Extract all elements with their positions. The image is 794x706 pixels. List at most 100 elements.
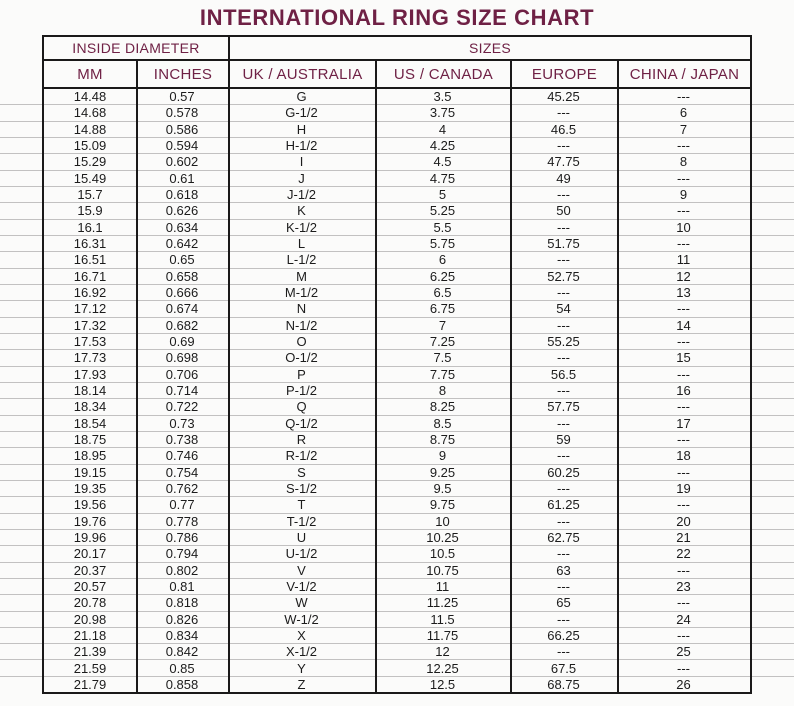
cell-china-japan: 18	[676, 448, 691, 464]
cell-china-japan: ---	[677, 301, 690, 317]
column-divider	[375, 89, 377, 692]
cell-europe: 52.75	[547, 268, 580, 284]
cell-us-canada: 5.5	[433, 219, 452, 235]
cell-china-japan: 21	[676, 530, 691, 546]
cell-europe: ---	[557, 350, 570, 366]
cell-europe: ---	[557, 611, 570, 627]
table-row: 14.68 0.578 G-1/2 3.75 --- 6	[0, 105, 794, 122]
cell-uk-australia: V	[297, 562, 306, 578]
cell-us-canada: 12.25	[426, 660, 459, 676]
cell-mm: 19.56	[73, 497, 107, 513]
table-row: 15.09 0.594 H-1/2 4.25 --- ---	[0, 138, 794, 155]
cell-europe: ---	[557, 644, 570, 660]
table-row: 20.37 0.802 V 10.75 63 ---	[0, 563, 794, 579]
cell-us-canada: 5.25	[429, 203, 456, 219]
cell-inches: 0.818	[165, 595, 199, 611]
table-row: 17.93 0.706 P 7.75 56.5 ---	[0, 367, 794, 383]
cell-china-japan: 16	[676, 383, 691, 399]
cell-china-japan: 22	[676, 546, 691, 562]
cell-inches: 0.794	[165, 546, 199, 562]
cell-mm: 18.75	[73, 432, 107, 448]
cell-inches: 0.578	[165, 105, 199, 121]
cell-us-canada: 3.5	[433, 89, 452, 105]
cell-mm: 19.15	[73, 464, 107, 480]
cell-us-canada: 7	[438, 317, 447, 333]
table-row: 17.53 0.69 O 7.25 55.25 ---	[0, 334, 794, 351]
cell-mm: 16.31	[73, 236, 107, 252]
group-header-sizes: SIZES	[469, 40, 511, 56]
table-row: 17.32 0.682 N-1/2 7 --- 14	[0, 318, 794, 334]
cell-uk-australia: U-1/2	[285, 546, 318, 562]
cell-us-canada: 8	[438, 383, 447, 399]
cell-uk-australia: N-1/2	[285, 317, 318, 333]
cell-europe: ---	[557, 383, 570, 399]
cell-europe: 56.5	[550, 366, 577, 382]
cell-uk-australia: J-1/2	[287, 187, 316, 203]
column-divider	[510, 89, 512, 692]
cell-uk-australia: X	[297, 627, 306, 643]
cell-inches: 0.602	[165, 154, 199, 170]
cell-uk-australia: Y	[297, 660, 306, 676]
cell-us-canada: 4	[438, 121, 447, 137]
cell-mm: 15.7	[77, 187, 103, 203]
column-header-uk-australia: UK / AUSTRALIA	[230, 61, 377, 87]
cell-us-canada: 6.25	[429, 268, 456, 284]
cell-inches: 0.57	[169, 89, 195, 105]
cell-us-canada: 10.5	[429, 546, 456, 562]
cell-china-japan: ---	[677, 366, 690, 382]
cell-europe: ---	[557, 481, 570, 497]
cell-inches: 0.586	[165, 121, 199, 137]
cell-uk-australia: M-1/2	[284, 285, 319, 301]
cell-uk-australia: J	[298, 170, 305, 186]
table-row: 19.96 0.786 U 10.25 62.75 21	[0, 530, 794, 547]
cell-europe: ---	[557, 187, 570, 203]
cell-china-japan: 17	[676, 415, 691, 431]
cell-us-canada: 12	[435, 644, 450, 660]
cell-china-japan: ---	[677, 89, 690, 105]
cell-us-canada: 6	[438, 252, 447, 268]
table-row: 20.57 0.81 V-1/2 11 --- 23	[0, 579, 794, 596]
column-header-mm: MM	[44, 61, 138, 87]
cell-inches: 0.762	[165, 481, 199, 497]
cell-us-canada: 8.5	[433, 415, 452, 431]
group-header-row: INSIDE DIAMETER SIZES	[44, 37, 750, 61]
cell-us-canada: 10.25	[426, 530, 459, 546]
cell-us-canada: 4.75	[429, 170, 456, 186]
cell-inches: 0.714	[165, 383, 199, 399]
column-header-inches: INCHES	[138, 61, 230, 87]
cell-china-japan: 11	[676, 252, 691, 268]
cell-china-japan: 23	[676, 579, 691, 594]
table-row: 14.88 0.586 H 4 46.5 7	[0, 122, 794, 138]
cell-uk-australia: K	[297, 203, 306, 219]
cell-mm: 17.32	[73, 317, 107, 333]
cell-uk-australia: W-1/2	[284, 611, 319, 627]
cell-china-japan: 20	[676, 513, 691, 529]
cell-europe: 49	[556, 170, 571, 186]
cell-mm: 20.17	[73, 546, 107, 562]
cell-inches: 0.618	[165, 187, 199, 203]
cell-inches: 0.674	[165, 301, 199, 317]
cell-china-japan: 15	[676, 350, 691, 366]
table-row: 16.71 0.658 M 6.25 52.75 12	[0, 269, 794, 285]
group-header-inside-diameter: INSIDE DIAMETER	[44, 37, 230, 59]
cell-inches: 0.858	[165, 676, 199, 692]
table-row: 18.14 0.714 P-1/2 8 --- 16	[0, 383, 794, 400]
cell-us-canada: 6.5	[433, 285, 452, 301]
cell-us-canada: 9.25	[429, 464, 456, 480]
cell-inches: 0.706	[165, 366, 199, 382]
table-row: 15.29 0.602 I 4.5 47.75 8	[0, 154, 794, 171]
cell-mm: 21.59	[73, 660, 107, 676]
cell-uk-australia: P-1/2	[285, 383, 318, 399]
cell-us-canada: 9.75	[429, 497, 456, 513]
cell-inches: 0.842	[165, 644, 199, 660]
cell-uk-australia: S	[297, 464, 306, 480]
cell-china-japan: 10	[676, 219, 691, 235]
table-row: 18.54 0.73 Q-1/2 8.5 --- 17	[0, 416, 794, 432]
cell-china-japan: ---	[677, 203, 690, 219]
cell-uk-australia: R	[296, 432, 307, 448]
table-row: 18.95 0.746 R-1/2 9 --- 18	[0, 448, 794, 465]
cell-china-japan: ---	[677, 497, 690, 513]
cell-europe: ---	[557, 317, 570, 333]
table-row: 19.35 0.762 S-1/2 9.5 --- 19	[0, 481, 794, 498]
cell-mm: 14.88	[73, 121, 107, 137]
